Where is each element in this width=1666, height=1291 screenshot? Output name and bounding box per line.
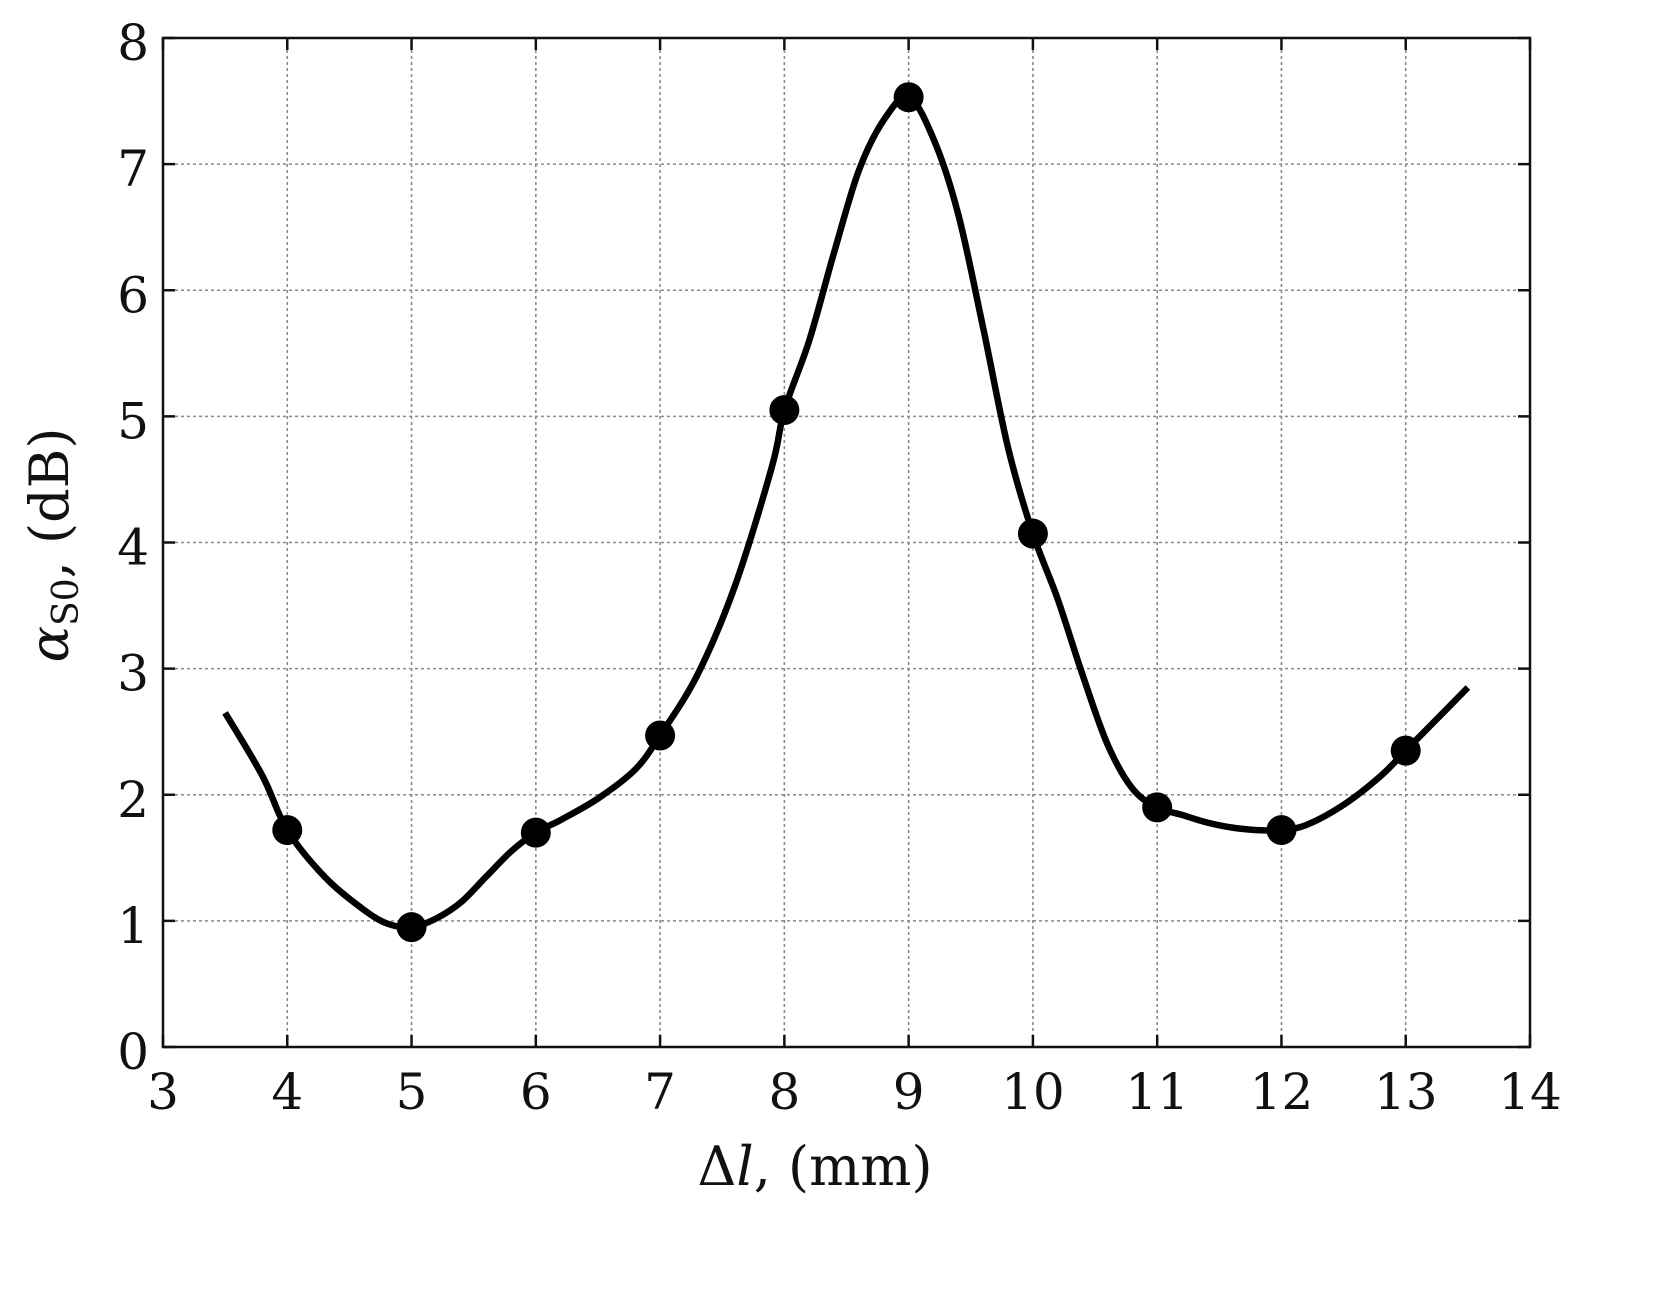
x-tick-label: 4 bbox=[271, 1063, 303, 1121]
y-axis-title-symbol: α bbox=[18, 626, 81, 662]
y-tick-label: 1 bbox=[117, 897, 149, 955]
y-tick-label: 4 bbox=[117, 519, 149, 577]
x-tick-label: 5 bbox=[396, 1063, 428, 1121]
x-axis-title-symbol: Δ bbox=[697, 1135, 736, 1198]
y-tick-label: 3 bbox=[117, 645, 149, 703]
x-tick-label: 9 bbox=[893, 1063, 925, 1121]
y-axis-title-subscript: S0 bbox=[46, 578, 87, 626]
data-point bbox=[396, 912, 427, 943]
data-point bbox=[1142, 792, 1173, 823]
data-point bbox=[1390, 735, 1421, 766]
data-point bbox=[1017, 518, 1048, 549]
y-tick-label: 8 bbox=[117, 14, 149, 72]
series-line bbox=[222, 93, 1471, 931]
data-point bbox=[893, 82, 924, 113]
x-tick-label: 3 bbox=[147, 1063, 179, 1121]
x-tick-label: 13 bbox=[1374, 1063, 1438, 1121]
data-point bbox=[645, 720, 676, 751]
x-axis-tick-labels: 3 4 5 6 7 8 9 10 11 12 13 14 bbox=[147, 1063, 1562, 1121]
x-tick-label: 6 bbox=[520, 1063, 552, 1121]
y-tick-label: 5 bbox=[117, 392, 149, 450]
y-axis-tick-labels: 0 1 2 3 4 5 6 7 8 bbox=[117, 14, 149, 1081]
grid bbox=[163, 38, 1530, 1047]
x-tick-label: 8 bbox=[768, 1063, 800, 1121]
x-axis-title-units: , (mm) bbox=[754, 1135, 933, 1198]
x-tick-label: 14 bbox=[1498, 1063, 1562, 1121]
x-tick-label: 10 bbox=[1001, 1063, 1065, 1121]
data-point bbox=[1266, 815, 1297, 846]
y-tick-label: 6 bbox=[117, 266, 149, 324]
y-tick-label: 0 bbox=[117, 1023, 149, 1081]
axis-ticks bbox=[161, 36, 1532, 1049]
x-tick-label: 11 bbox=[1125, 1063, 1189, 1121]
y-axis-title: αS0, (dB) bbox=[18, 428, 87, 663]
x-axis-title-variable: l bbox=[736, 1135, 753, 1198]
data-point bbox=[769, 395, 800, 426]
data-point bbox=[520, 817, 551, 848]
y-axis-title-units: , (dB) bbox=[18, 428, 81, 579]
y-tick-label: 7 bbox=[117, 140, 149, 198]
y-tick-label: 2 bbox=[117, 771, 149, 829]
x-tick-label: 12 bbox=[1250, 1063, 1314, 1121]
x-axis-title: Δl, (mm) bbox=[697, 1135, 932, 1198]
x-tick-label: 7 bbox=[644, 1063, 676, 1121]
data-point-markers bbox=[272, 82, 1421, 943]
data-point bbox=[272, 815, 303, 846]
